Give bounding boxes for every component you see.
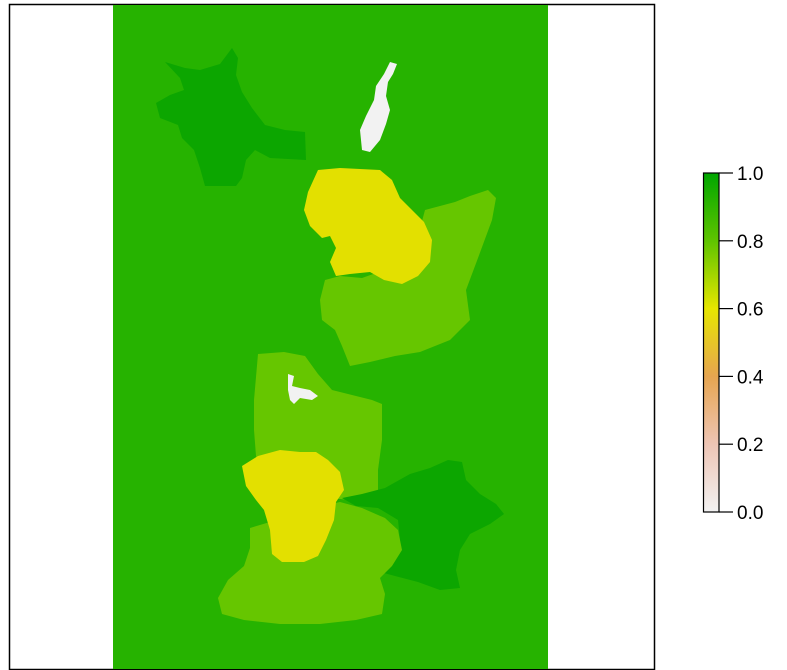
legend-color-bar — [704, 173, 720, 512]
legend-tick-label: 0.2 — [737, 435, 763, 456]
legend-tick-label: 0.8 — [737, 232, 763, 253]
legend-tick-label: 0.4 — [737, 367, 764, 388]
legend-tick-label: 0.0 — [737, 503, 763, 524]
legend-tick-label: 1.0 — [737, 164, 763, 185]
color-legend: 0.0 0.2 0.4 0.6 0.8 1.0 — [704, 164, 764, 524]
legend-ticks: 0.0 0.2 0.4 0.6 0.8 1.0 — [719, 164, 764, 524]
legend-tick-label: 0.6 — [737, 300, 763, 321]
